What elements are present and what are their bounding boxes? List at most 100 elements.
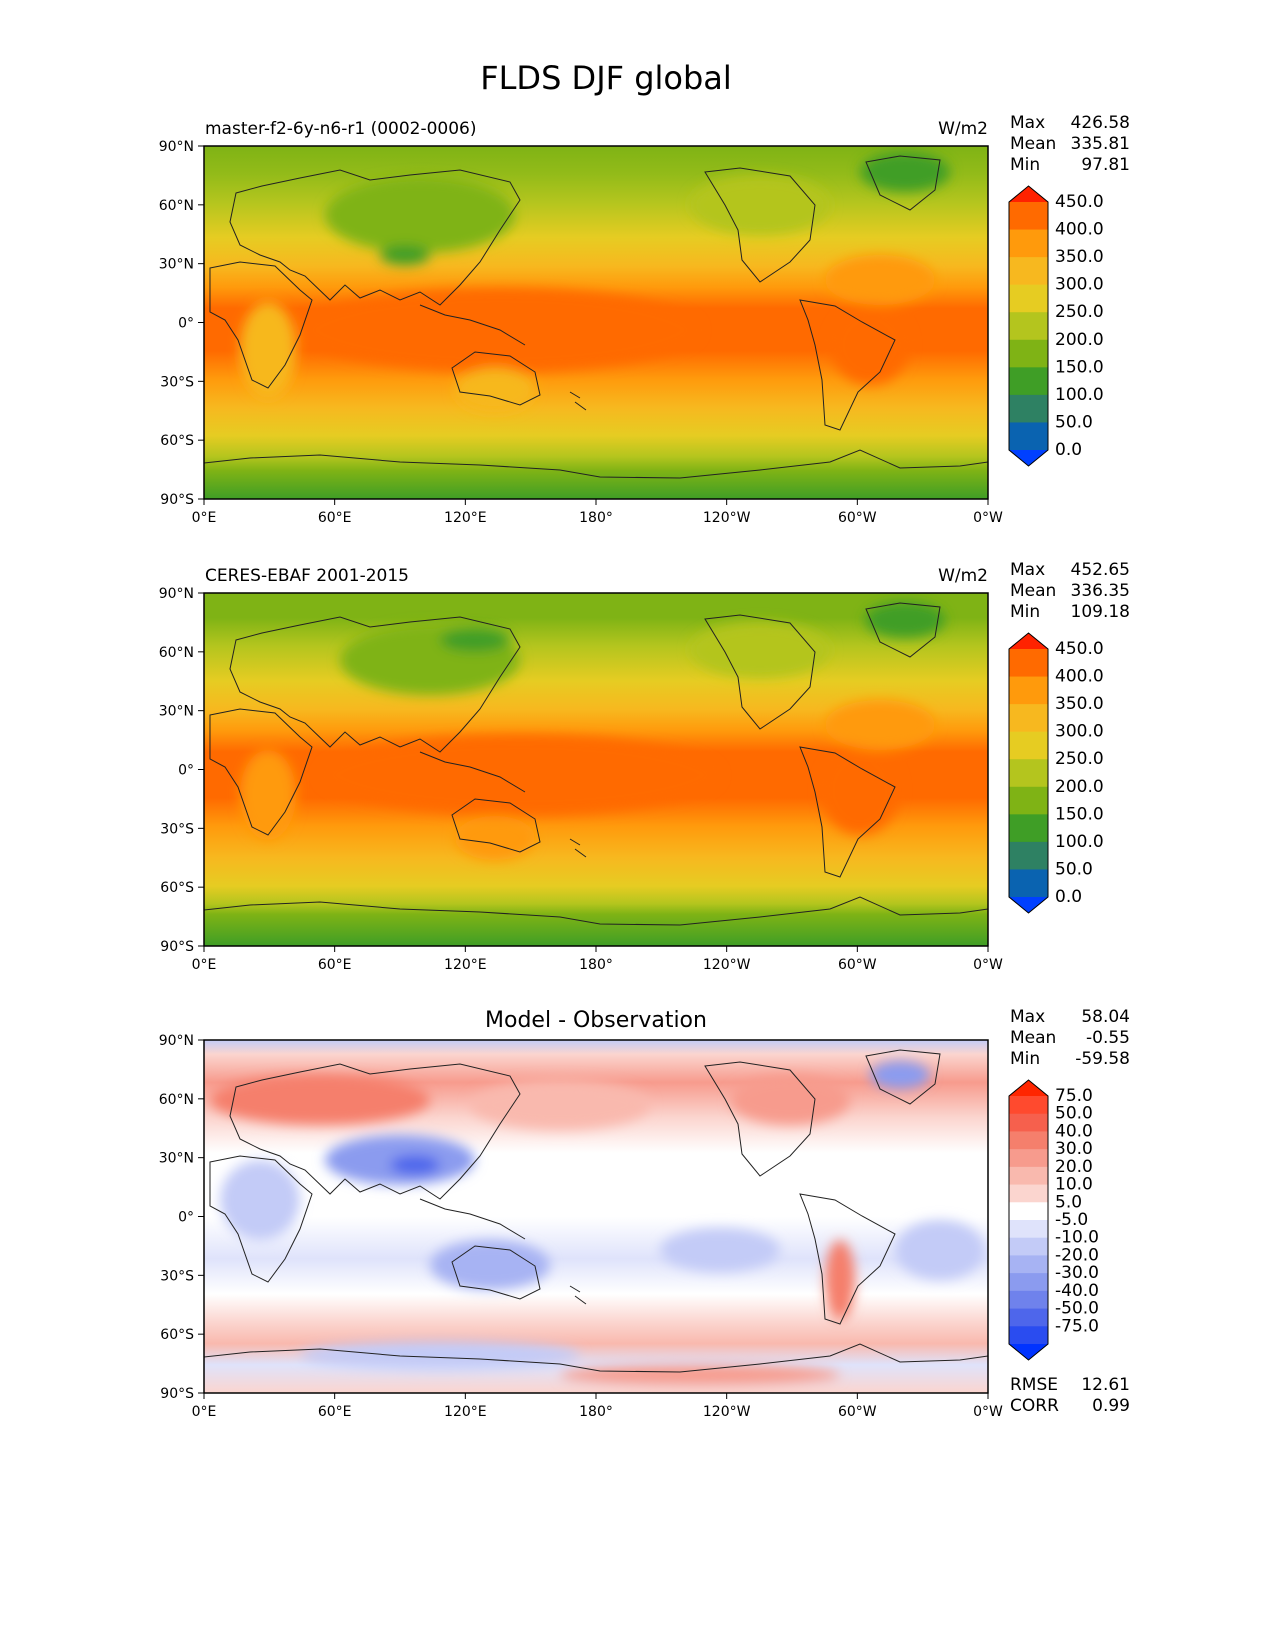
colorbar-segment [1009,1326,1048,1345]
colorbar-label: 450.0 [1055,192,1104,212]
stat-value: 426.58 [1071,113,1130,133]
lon-tick-label: 120°W [703,957,751,973]
lat-tick-label: 60°N [159,1092,194,1108]
stats-box: Max 452.65 Mean 336.35 Min 109.18 [1010,560,1130,622]
colorbar-outline [1008,1079,1049,1361]
colorbar-label: -10.0 [1055,1228,1099,1248]
stat-label: Max [1010,1007,1045,1027]
lat-tick-label: 0° [178,316,194,332]
colorbar-segment [1009,339,1048,368]
metrics-box: RMSE 12.61 CORR 0.99 [1010,1375,1130,1416]
lat-tick-label: 60°N [159,645,194,661]
colorbars: 450.0 400.0 350.0 300.0 250.0 200.0 150.0 100.0… [1008,185,1104,1361]
colorbar-segment [1009,731,1048,760]
panel-observation [203,592,989,947]
lon-tick-label: 180° [579,1404,613,1420]
stat-label: Max [1010,560,1045,580]
lat-tick-label: 0° [178,763,194,779]
colorbar-segment [1009,1255,1048,1274]
colorbar-label: -5.0 [1055,1210,1088,1230]
colorbar-extend-max [1009,186,1048,202]
lon-tick-label: 120°E [444,1404,487,1420]
colorbar-label: 40.0 [1055,1121,1093,1141]
lat-tick-label: 30°N [159,257,194,273]
colorbar-label: 50.0 [1055,412,1093,432]
lat-tick-label: 30°S [160,821,194,837]
colorbar-label: 300.0 [1055,275,1104,295]
colorbar-segment [1009,284,1048,313]
colorbar-label: 50.0 [1055,859,1093,879]
stat-value: 335.81 [1071,134,1130,154]
colorbar-segment [1009,841,1048,870]
colorbar: 75.050.040.030.020.010.05.0-5.0-10.0-20.… [1008,1079,1099,1361]
colorbar-label: -75.0 [1055,1316,1099,1336]
metric-value: 0.99 [1092,1396,1130,1416]
lat-tick-label: 60°S [160,880,194,896]
stat-value: 58.04 [1081,1007,1130,1027]
stats-box: Max 426.58 Mean 335.81 Min 97.81 [1010,113,1130,175]
coastlines [204,1049,988,1373]
lon-tick-label: 0°E [192,510,217,526]
colorbar-label: 250.0 [1055,749,1104,769]
lat-tick-label: 60°N [159,198,194,214]
lat-tick-label: 90°N [159,139,194,155]
metric-value: 12.61 [1081,1375,1130,1395]
panel-title-center: Model - Observation [485,1008,707,1033]
colorbar-label: 200.0 [1055,777,1104,797]
lat-tick-label: 30°S [160,1268,194,1284]
panel-title-left: CERES-EBAF 2001-2015 [205,566,409,586]
lat-tick-label: 30°S [160,374,194,390]
colorbar-segment [1009,649,1048,678]
lon-tick-label: 120°W [703,1404,751,1420]
lat-tick-label: 90°S [160,492,194,508]
lon-tick-label: 0°E [192,1404,217,1420]
colorbar: 450.0 400.0 350.0 300.0 250.0 200.0 150.0 100.0… [1008,185,1104,467]
metric-label: RMSE [1010,1375,1058,1395]
panel-units: W/m2 [938,566,988,586]
lat-tick-label: 90°S [160,939,194,955]
lon-tick-label: 120°E [444,510,487,526]
colorbar-segment [1009,1237,1048,1256]
stat-label: Min [1010,602,1040,622]
colorbar-segment [1009,704,1048,733]
lon-tick-label: 0°W [973,1404,1003,1420]
lon-tick-label: 180° [579,510,613,526]
lat-tick-label: 60°S [160,1327,194,1343]
colorbar-label: -30.0 [1055,1263,1099,1283]
colorbar-segment [1009,759,1048,788]
colorbar-segment [1009,1096,1048,1115]
colorbar-label: 75.0 [1055,1086,1093,1106]
lat-tick-label: 90°S [160,1386,194,1402]
colorbar-segment [1009,1202,1048,1221]
lat-tick-label: 90°N [159,586,194,602]
lon-tick-label: 60°W [838,957,877,973]
colorbar-segment [1009,229,1048,258]
colorbar-segment [1009,202,1048,231]
metric-label: CORR [1010,1396,1059,1416]
colorbar-segment [1009,786,1048,815]
map-field-difference [204,1040,988,1393]
stat-label: Min [1010,1049,1040,1069]
colorbar-label: 100.0 [1055,385,1104,405]
coastlines [204,602,988,926]
stat-value: 109.18 [1071,602,1130,622]
colorbar-segment [1009,1113,1048,1132]
stat-label: Mean [1010,1028,1056,1048]
map-field-observation [204,593,988,946]
lon-tick-label: 60°E [318,510,352,526]
colorbar-extend-max [1009,633,1048,649]
colorbar-label: 0.0 [1055,887,1082,907]
colorbar-segment [1009,1149,1048,1168]
lat-tick-label: 0° [178,1210,194,1226]
stat-value: 336.35 [1071,581,1130,601]
lon-tick-label: 180° [579,957,613,973]
colorbar-extend-min [1009,450,1048,466]
stat-value: -0.55 [1086,1028,1130,1048]
colorbar-label: 400.0 [1055,220,1104,240]
stat-value: 97.81 [1081,155,1130,175]
colorbar-segment [1009,869,1048,898]
colorbar-label: 200.0 [1055,330,1104,350]
colorbar-label: 350.0 [1055,694,1104,714]
colorbar-segment [1009,367,1048,396]
colorbar-segment [1009,1166,1048,1186]
